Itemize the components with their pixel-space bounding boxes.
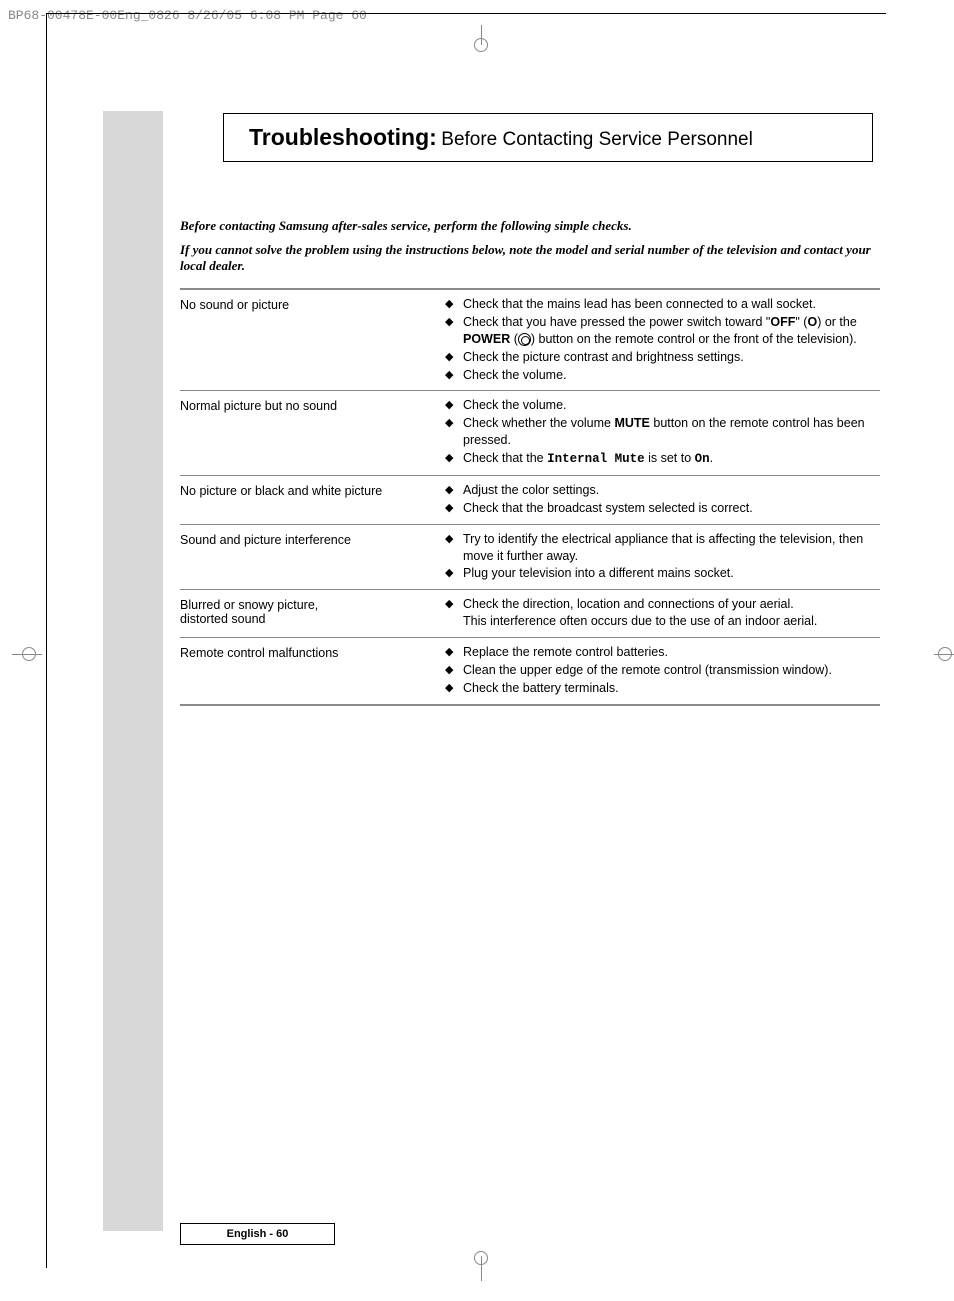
bullet-item: ◆Check that you have pressed the power s… (445, 314, 880, 348)
title-subtitle: Before Contacting Service Personnel (441, 129, 753, 150)
problem-label: Blurred or snowy picture,distorted sound (180, 596, 445, 631)
bullet-item: ◆Check that the Internal Mute is set to … (445, 450, 880, 468)
page-footer: English - 60 (180, 1223, 335, 1245)
troubleshooting-table: No sound or picture◆Check that the mains… (180, 288, 880, 706)
solution-list: ◆Replace the remote control batteries.◆C… (445, 644, 880, 698)
bullet-text: Check whether the volume MUTE button on … (463, 415, 880, 449)
diamond-icon: ◆ (445, 531, 463, 547)
diamond-icon: ◆ (445, 397, 463, 413)
diamond-icon: ◆ (445, 314, 463, 330)
crop-mark (474, 38, 488, 52)
bullet-text: Check the battery terminals. (463, 680, 880, 697)
bullet-text: Check that the broadcast system selected… (463, 500, 880, 517)
solution-list: ◆Adjust the color settings.◆Check that t… (445, 482, 880, 518)
side-strip (103, 111, 163, 1231)
bullet-text: Check the volume. (463, 367, 880, 384)
bullet-item: ◆Clean the upper edge of the remote cont… (445, 662, 880, 679)
table-row: Remote control malfunctions◆Replace the … (180, 638, 880, 706)
crop-mark (22, 647, 36, 661)
page-title-box: Troubleshooting: Before Contacting Servi… (223, 113, 873, 162)
bullet-text: Check the volume. (463, 397, 880, 414)
bullet-text: Try to identify the electrical appliance… (463, 531, 880, 565)
diamond-icon: ◆ (445, 349, 463, 365)
bullet-item: ◆Check the direction, location and conne… (445, 596, 880, 630)
crop-mark (938, 647, 952, 661)
problem-label: Sound and picture interference (180, 531, 445, 584)
diamond-icon: ◆ (445, 450, 463, 466)
table-row: No picture or black and white picture◆Ad… (180, 476, 880, 525)
problem-label: Remote control malfunctions (180, 644, 445, 698)
bullet-text: Check that the Internal Mute is set to O… (463, 450, 880, 468)
bullet-text: Check the direction, location and connec… (463, 596, 880, 630)
problem-label: No picture or black and white picture (180, 482, 445, 518)
bullet-item: ◆Check that the mains lead has been conn… (445, 296, 880, 313)
bullet-item: ◆Check whether the volume MUTE button on… (445, 415, 880, 449)
diamond-icon: ◆ (445, 644, 463, 660)
diamond-icon: ◆ (445, 680, 463, 696)
diamond-icon: ◆ (445, 482, 463, 498)
title-bold: Troubleshooting: (249, 124, 437, 150)
bullet-item: ◆Check the battery terminals. (445, 680, 880, 697)
bullet-text: Replace the remote control batteries. (463, 644, 880, 661)
bullet-item: ◆Replace the remote control batteries. (445, 644, 880, 661)
diamond-icon: ◆ (445, 565, 463, 581)
bullet-text: Plug your television into a different ma… (463, 565, 880, 582)
table-row: No sound or picture◆Check that the mains… (180, 290, 880, 391)
bullet-text: Check that the mains lead has been conne… (463, 296, 880, 313)
bullet-item: ◆Adjust the color settings. (445, 482, 880, 499)
bullet-text: Check the picture contrast and brightnes… (463, 349, 880, 366)
solution-list: ◆Check the direction, location and conne… (445, 596, 880, 631)
solution-list: ◆Check that the mains lead has been conn… (445, 296, 880, 384)
intro-text-2: If you cannot solve the problem using th… (180, 242, 880, 274)
diamond-icon: ◆ (445, 596, 463, 612)
problem-label: No sound or picture (180, 296, 445, 384)
table-row: Normal picture but no sound◆Check the vo… (180, 391, 880, 476)
diamond-icon: ◆ (445, 415, 463, 431)
bullet-item: ◆Check that the broadcast system selecte… (445, 500, 880, 517)
diamond-icon: ◆ (445, 662, 463, 678)
intro-text-1: Before contacting Samsung after-sales se… (180, 218, 880, 234)
table-row: Blurred or snowy picture,distorted sound… (180, 590, 880, 638)
bullet-text: Clean the upper edge of the remote contr… (463, 662, 880, 679)
solution-list: ◆Check the volume.◆Check whether the vol… (445, 397, 880, 469)
diamond-icon: ◆ (445, 296, 463, 312)
solution-list: ◆Try to identify the electrical applianc… (445, 531, 880, 584)
diamond-icon: ◆ (445, 500, 463, 516)
bullet-item: ◆Check the volume. (445, 397, 880, 414)
crop-mark (474, 1251, 488, 1265)
content-area: Before contacting Samsung after-sales se… (180, 218, 880, 706)
bullet-item: ◆Check the volume. (445, 367, 880, 384)
problem-label: Normal picture but no sound (180, 397, 445, 469)
bullet-item: ◆Check the picture contrast and brightne… (445, 349, 880, 366)
bullet-text: Adjust the color settings. (463, 482, 880, 499)
bullet-text: Check that you have pressed the power sw… (463, 314, 880, 348)
bullet-item: ◆Try to identify the electrical applianc… (445, 531, 880, 565)
table-row: Sound and picture interference◆Try to id… (180, 525, 880, 591)
bullet-item: ◆Plug your television into a different m… (445, 565, 880, 582)
diamond-icon: ◆ (445, 367, 463, 383)
